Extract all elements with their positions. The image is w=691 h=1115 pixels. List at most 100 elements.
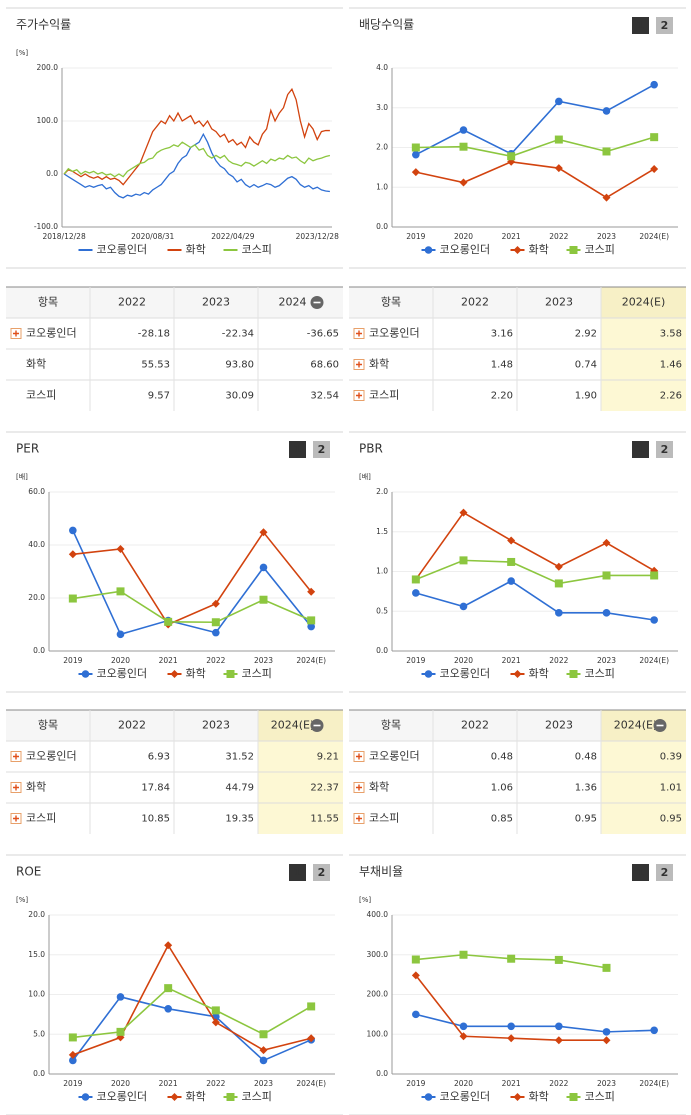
series-line [415, 160, 655, 199]
x-tick-label: 2022 [549, 1079, 568, 1088]
data-point [411, 575, 420, 584]
page-button[interactable] [632, 17, 649, 34]
data-point [412, 589, 420, 597]
data-point [459, 142, 468, 151]
data-point [116, 544, 125, 553]
highlight-cell [258, 741, 343, 834]
y-tick-label: 20.0 [28, 593, 45, 602]
data-point [411, 955, 420, 964]
chart-title: PER [16, 442, 39, 456]
page-button-label[interactable]: 2 [661, 19, 669, 32]
legend-marker [424, 670, 433, 678]
page-button-label[interactable]: 1 [637, 443, 645, 456]
legend-label: 화학 [529, 243, 549, 256]
unit-label: [%] [16, 896, 28, 904]
x-tick-label: 2021 [502, 656, 521, 665]
expand-icon-plus[interactable] [356, 392, 362, 399]
series-line [72, 590, 312, 624]
data-point [68, 1050, 77, 1059]
page-button-label[interactable]: 2 [661, 866, 669, 879]
y-tick-label: 5.0 [33, 1029, 45, 1038]
series-line [415, 83, 655, 156]
page-button[interactable] [289, 441, 306, 458]
x-tick-label: 2020 [111, 1079, 130, 1088]
data-point [507, 954, 516, 963]
legend-label: 코오롱인더 [97, 243, 148, 256]
page-button-label[interactable]: 2 [318, 443, 326, 456]
legend-marker [569, 246, 578, 254]
page-button-label[interactable]: 1 [294, 443, 302, 456]
data-point [602, 571, 611, 580]
expand-icon-plus[interactable] [13, 330, 19, 337]
table-cell: 2.26 [660, 391, 682, 402]
legend-label: 화학 [186, 243, 206, 256]
page-button[interactable] [632, 864, 649, 881]
series-line [63, 132, 330, 199]
page-button-label[interactable]: 2 [318, 866, 326, 879]
y-tick-label: 200.0 [367, 990, 389, 999]
expand-icon-plus[interactable] [13, 784, 19, 791]
series-line [72, 943, 312, 1056]
data-point [554, 562, 563, 571]
page-button[interactable] [632, 441, 649, 458]
page-button-label[interactable]: 2 [661, 443, 669, 456]
legend-label: 코스피 [242, 1090, 272, 1103]
x-tick-label: 2022 [206, 1079, 225, 1088]
row-name: 코오롱인더 [369, 327, 420, 340]
expand-icon-plus[interactable] [356, 784, 362, 791]
x-tick-label: 2020 [111, 656, 130, 665]
y-tick-label: 15.0 [28, 950, 45, 959]
expand-icon-plus[interactable] [13, 753, 19, 760]
x-tick-label: 2023 [597, 1079, 616, 1088]
page-button[interactable] [313, 441, 330, 458]
table-cell: 0.48 [491, 752, 513, 763]
legend-marker [569, 1093, 578, 1101]
legend-marker [424, 246, 433, 254]
y-tick-label: 60.0 [28, 487, 45, 496]
y-tick-label: 10.0 [28, 990, 45, 999]
table-cell: 1.06 [491, 783, 513, 794]
chart-title: 부채비율 [359, 865, 403, 879]
y-tick-label: 20.0 [28, 910, 45, 919]
expand-icon-plus[interactable] [356, 815, 362, 822]
page-button[interactable] [656, 864, 673, 881]
data-point [507, 1034, 516, 1043]
page-button-label[interactable]: 1 [637, 866, 645, 879]
legend-marker [81, 670, 90, 678]
expand-icon-plus[interactable] [13, 815, 19, 822]
page-button-label[interactable]: 1 [294, 866, 302, 879]
table-cell: 68.60 [310, 360, 339, 371]
x-tick-label: 2020 [454, 1079, 473, 1088]
header-cell: 항목 [38, 719, 58, 732]
x-tick-label: 2022 [549, 232, 568, 241]
data-point [411, 143, 420, 152]
header-cell: 2023 [202, 296, 230, 309]
page-button[interactable] [656, 17, 673, 34]
table-cell: 55.53 [141, 360, 170, 371]
table-cell: 1.48 [491, 360, 513, 371]
expand-icon-plus[interactable] [356, 753, 362, 760]
data-point [164, 1005, 172, 1013]
y-tick-label: 100.0 [37, 116, 59, 125]
data-point [164, 617, 173, 626]
y-tick-label: 1.0 [376, 182, 388, 191]
page-button[interactable] [313, 864, 330, 881]
x-tick-label: 2023 [254, 656, 273, 665]
data-point [459, 950, 468, 959]
table-cell: 0.95 [660, 814, 682, 825]
table-cell: 0.48 [575, 752, 597, 763]
table-cell: 19.35 [225, 814, 254, 825]
table-cell: 2.20 [491, 391, 513, 402]
page-button[interactable] [656, 441, 673, 458]
expand-icon-plus[interactable] [356, 361, 362, 368]
page-button-label[interactable]: 1 [637, 19, 645, 32]
row-name: 화학 [26, 781, 46, 794]
row-name: 코스피 [369, 389, 399, 402]
series-line [415, 511, 655, 580]
expand-icon-plus[interactable] [356, 330, 362, 337]
data-point [602, 538, 611, 547]
legend-marker [513, 1093, 522, 1101]
header-cell: 2022 [118, 296, 146, 309]
page-button[interactable] [289, 864, 306, 881]
data-point [602, 963, 611, 972]
